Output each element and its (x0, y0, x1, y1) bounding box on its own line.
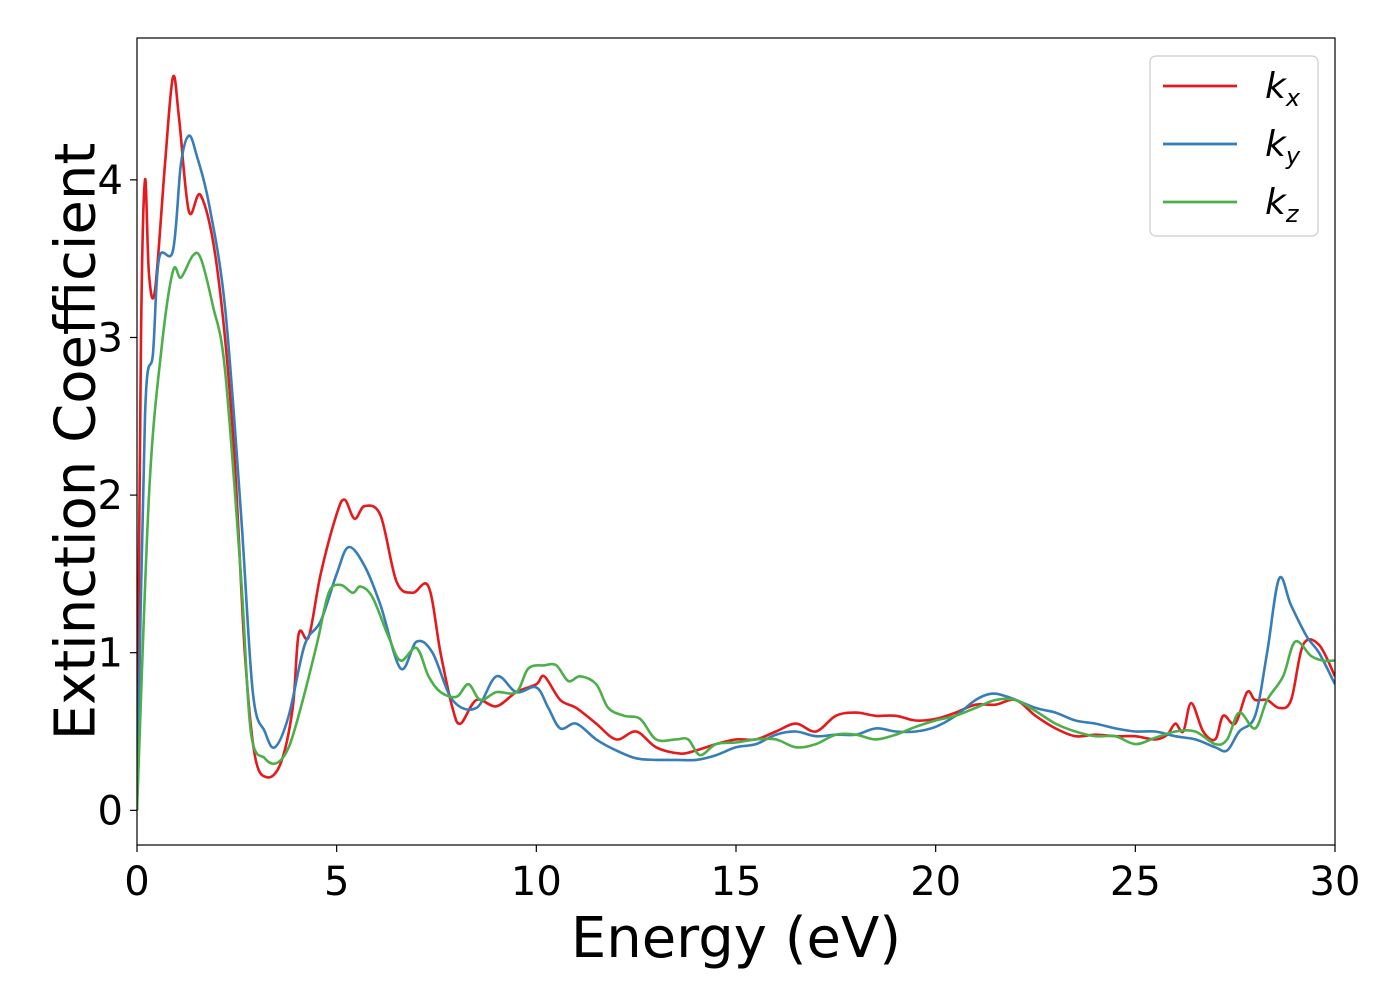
y-tick-label: 1 (98, 631, 123, 677)
legend-box (1149, 55, 1319, 237)
x-tick-label: 25 (1110, 859, 1161, 905)
legend-entry-label: kx (1265, 66, 1301, 112)
x-tick-label: 30 (1310, 859, 1361, 905)
series-line-kx (137, 74, 1335, 811)
y-tick-label: 3 (98, 315, 123, 361)
legend-entry-label: kz (1265, 182, 1300, 228)
x-tick-label: 5 (324, 859, 349, 905)
x-tick-label: 20 (910, 859, 961, 905)
series-line-ky (137, 134, 1335, 811)
x-axis-label: Energy (eV) (571, 906, 901, 971)
y-axis-label: Extinction Coefficient (44, 143, 109, 741)
series-line-kz (137, 251, 1335, 811)
x-tick-label: 10 (511, 859, 562, 905)
y-tick-label: 4 (98, 158, 123, 204)
legend: kx ky kz (1149, 55, 1319, 237)
ticks-layer: 0 5 10 15 20 25 30 0 1 2 3 4 (98, 158, 1361, 905)
x-tick-label: 0 (124, 859, 149, 905)
y-tick-label: 2 (98, 473, 123, 519)
x-tick-label: 15 (711, 859, 762, 905)
legend-entry-label: ky (1265, 124, 1301, 170)
y-tick-label: 0 (98, 788, 123, 834)
series-layer (137, 74, 1335, 811)
